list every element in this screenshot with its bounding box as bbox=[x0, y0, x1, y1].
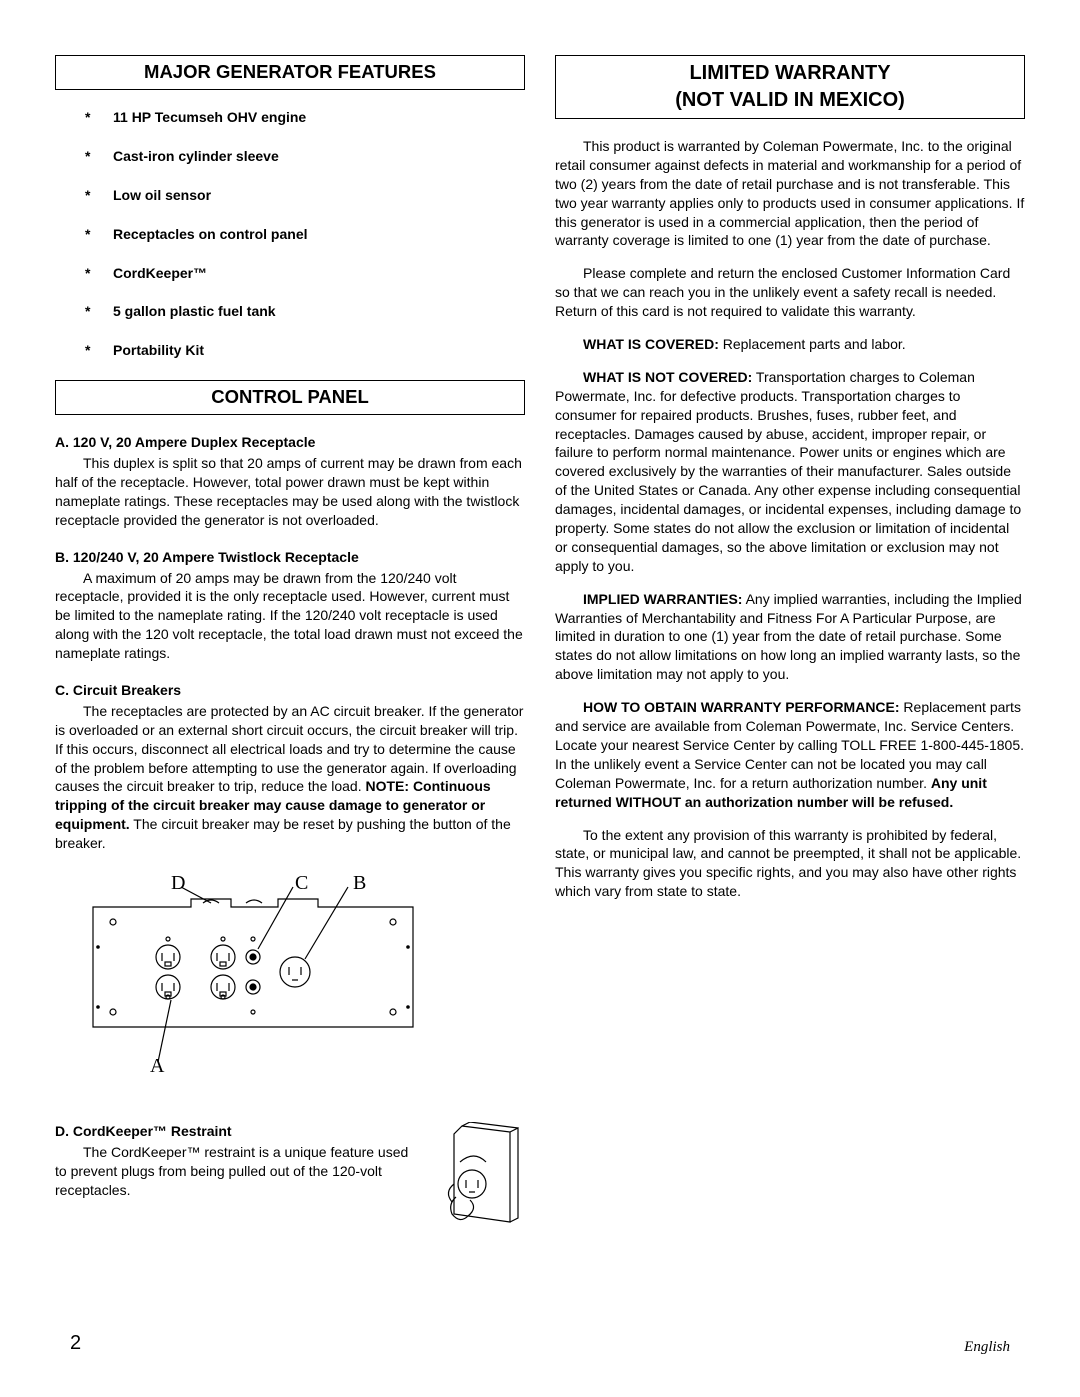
section-b-body: A maximum of 20 amps may be drawn from t… bbox=[55, 569, 525, 663]
feature-item: 5 gallon plastic fuel tank bbox=[85, 302, 525, 321]
warranty-implied: IMPLIED WARRANTIES: Any implied warranti… bbox=[555, 590, 1025, 684]
covered-label: WHAT IS COVERED: bbox=[583, 336, 719, 352]
features-heading-box: MAJOR GENERATOR FEATURES bbox=[55, 55, 525, 90]
feature-item: Cast-iron cylinder sleeve bbox=[85, 147, 525, 166]
feature-item: Low oil sensor bbox=[85, 186, 525, 205]
feature-item: Receptacles on control panel bbox=[85, 225, 525, 244]
feature-item: Portability Kit bbox=[85, 341, 525, 360]
section-a-body: This duplex is split so that 20 amps of … bbox=[55, 454, 525, 530]
features-list: 11 HP Tecumseh OHV engine Cast-iron cyli… bbox=[55, 108, 525, 360]
two-column-layout: MAJOR GENERATOR FEATURES 11 HP Tecumseh … bbox=[55, 55, 1025, 1237]
left-column: MAJOR GENERATOR FEATURES 11 HP Tecumseh … bbox=[55, 55, 525, 1237]
control-panel-diagram: D C B A bbox=[83, 867, 525, 1082]
section-d-label: D. CordKeeper™ Restraint bbox=[55, 1122, 412, 1141]
section-c-label: C. Circuit Breakers bbox=[55, 681, 525, 700]
section-c-body: The receptacles are protected by an AC c… bbox=[55, 702, 525, 853]
warranty-p1: This product is warranted by Coleman Pow… bbox=[555, 137, 1025, 250]
diagram-label-a: A bbox=[150, 1055, 165, 1077]
implied-label: IMPLIED WARRANTIES: bbox=[583, 591, 742, 607]
features-heading: MAJOR GENERATOR FEATURES bbox=[62, 60, 518, 85]
warranty-heading-box: LIMITED WARRANTY (NOT VALID IN MEXICO) bbox=[555, 55, 1025, 119]
language-label: English bbox=[964, 1337, 1010, 1357]
diagram-label-d: D bbox=[171, 872, 185, 894]
cordkeeper-diagram bbox=[430, 1122, 525, 1237]
howto-label: HOW TO OBTAIN WARRANTY PERFORMANCE: bbox=[583, 699, 900, 715]
warranty-covered: WHAT IS COVERED: Replacement parts and l… bbox=[555, 335, 1025, 354]
covered-body: Replacement parts and labor. bbox=[719, 336, 906, 352]
page-number: 2 bbox=[70, 1330, 81, 1357]
notcovered-label: WHAT IS NOT COVERED: bbox=[583, 369, 752, 385]
panel-svg: D C B A bbox=[83, 867, 423, 1077]
warranty-last: To the extent any provision of this warr… bbox=[555, 826, 1025, 902]
warranty-p2: Please complete and return the enclosed … bbox=[555, 264, 1025, 321]
section-d: D. CordKeeper™ Restraint The CordKeeper™… bbox=[55, 1122, 525, 1237]
feature-item: 11 HP Tecumseh OHV engine bbox=[85, 108, 525, 127]
diagram-label-b: B bbox=[353, 872, 366, 894]
section-d-body: The CordKeeper™ restraint is a unique fe… bbox=[55, 1143, 412, 1200]
warranty-howto: HOW TO OBTAIN WARRANTY PERFORMANCE: Repl… bbox=[555, 698, 1025, 811]
section-a-label: A. 120 V, 20 Ampere Duplex Receptacle bbox=[55, 433, 525, 452]
right-column: LIMITED WARRANTY (NOT VALID IN MEXICO) T… bbox=[555, 55, 1025, 1237]
warranty-heading: LIMITED WARRANTY bbox=[562, 60, 1018, 87]
control-panel-heading: CONTROL PANEL bbox=[62, 385, 518, 410]
control-panel-heading-box: CONTROL PANEL bbox=[55, 380, 525, 415]
notcovered-body: Transportation charges to Coleman Powerm… bbox=[555, 369, 1021, 574]
warranty-not-covered: WHAT IS NOT COVERED: Transportation char… bbox=[555, 368, 1025, 576]
section-b-label: B. 120/240 V, 20 Ampere Twistlock Recept… bbox=[55, 548, 525, 567]
diagram-label-c: C bbox=[295, 872, 308, 894]
feature-item: CordKeeper™ bbox=[85, 264, 525, 283]
warranty-subheading: (NOT VALID IN MEXICO) bbox=[562, 87, 1018, 114]
